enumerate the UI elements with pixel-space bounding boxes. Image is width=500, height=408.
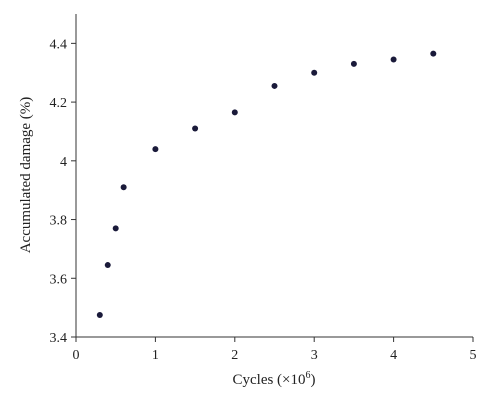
y-tick-label: 4: [60, 155, 67, 170]
data-point: [430, 50, 437, 57]
data-point: [390, 56, 397, 63]
data-point: [350, 60, 357, 67]
data-point: [112, 225, 119, 232]
y-tick-label: 3.4: [50, 331, 68, 346]
y-axis-title: Accumulated damage (%): [18, 97, 34, 254]
data-point: [311, 69, 318, 76]
x-axis-title-exponent: 6: [306, 370, 311, 381]
data-points: [96, 50, 437, 318]
x-tick-label: 3: [311, 348, 318, 363]
data-point: [104, 262, 111, 269]
data-point: [192, 125, 199, 132]
y-tick-label: 4.4: [50, 37, 68, 52]
data-point: [152, 146, 159, 153]
x-tick-label: 0: [73, 348, 80, 363]
x-tick-label: 5: [470, 348, 477, 363]
x-tick-label: 1: [152, 348, 159, 363]
y-tick-label: 3.6: [50, 272, 68, 287]
x-tick-label: 2: [231, 348, 238, 363]
x-ticks: 0 1 2 3 4 5: [73, 337, 477, 363]
y-tick-label: 3.8: [50, 214, 68, 229]
data-point: [271, 82, 278, 89]
x-tick-label: 4: [390, 348, 397, 363]
y-tick-label: 4.2: [50, 96, 68, 111]
data-point: [96, 311, 103, 318]
x-axis-title: Cycles (×106): [232, 370, 315, 388]
y-ticks: 3.4 3.6 3.8 4 4.2 4.4: [50, 37, 76, 346]
data-point: [120, 184, 127, 191]
data-point: [231, 109, 238, 116]
